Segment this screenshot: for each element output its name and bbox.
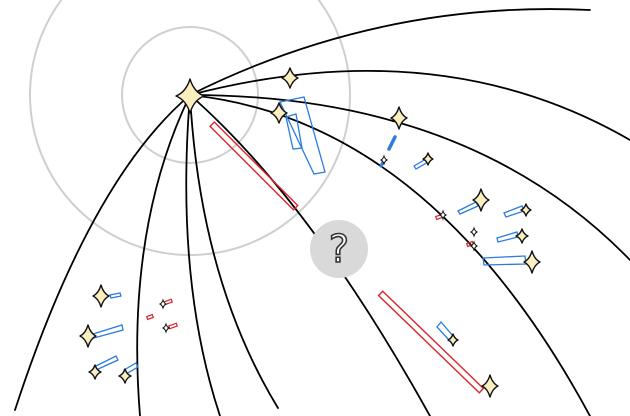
- sparkle-markers: [79, 67, 541, 398]
- sparkle-icon: [161, 322, 171, 334]
- sparkle-icon: [523, 250, 541, 274]
- blue-wedge-marker: [279, 96, 326, 175]
- blue-small-marker: [496, 231, 519, 243]
- sparkle-icon: [447, 333, 459, 347]
- sparkle-icon: [422, 152, 434, 166]
- trajectory-line: [185, 94, 221, 416]
- origin-sparkle-icon: [175, 78, 205, 114]
- range-ring-inner: [121, 26, 259, 164]
- blue-small-marker: [503, 205, 525, 218]
- sparkle-icon: [469, 226, 479, 238]
- red-markers: [145, 121, 485, 394]
- trajectory-line: [189, 69, 630, 141]
- trajectory-line: [189, 94, 630, 261]
- red-bar-marker: [209, 121, 299, 211]
- range-rings: [29, 0, 351, 256]
- blue-small-marker: [109, 292, 122, 299]
- sparkle-icon: [92, 284, 110, 308]
- sparkle-icon: [281, 67, 299, 89]
- sparkle-icon: [88, 364, 102, 380]
- red-bar-marker: [377, 290, 485, 394]
- sparkle-icon: [481, 374, 499, 398]
- sparkle-icon: [515, 228, 529, 244]
- trajectory-line: [189, 94, 591, 416]
- sparkle-icon: [438, 209, 448, 221]
- red-small-marker: [465, 240, 475, 248]
- sparkle-icon: [390, 106, 408, 130]
- sparkle-icon: [472, 188, 490, 212]
- sparkle-icon: [469, 240, 479, 252]
- red-small-marker: [167, 322, 179, 330]
- trajectory-line: [189, 8, 591, 96]
- sparkle-icon: [79, 324, 97, 348]
- red-small-marker: [145, 313, 155, 321]
- sparkle-icon: [520, 203, 532, 217]
- trajectory-line: [14, 94, 191, 411]
- blue-small-marker: [457, 201, 479, 215]
- range-ring-outer: [29, 0, 351, 256]
- sparkle-icon: [158, 298, 168, 310]
- blue-dash-marker: [387, 135, 397, 151]
- trajectory-line: [189, 94, 279, 409]
- trajectory-line: [189, 94, 431, 416]
- blue-small-marker: [92, 324, 124, 339]
- sparkle-icon: [270, 102, 288, 124]
- question-mark-icon: ?: [328, 227, 350, 271]
- sparkle-icon: [118, 368, 132, 384]
- trajectory-fan: [14, 8, 630, 416]
- blue-wedge-marker: [285, 113, 303, 150]
- help-button[interactable]: ?: [310, 220, 368, 278]
- blue-small-marker: [93, 355, 119, 371]
- blue-small-marker: [482, 255, 527, 266]
- sparkle-icon: [379, 154, 389, 166]
